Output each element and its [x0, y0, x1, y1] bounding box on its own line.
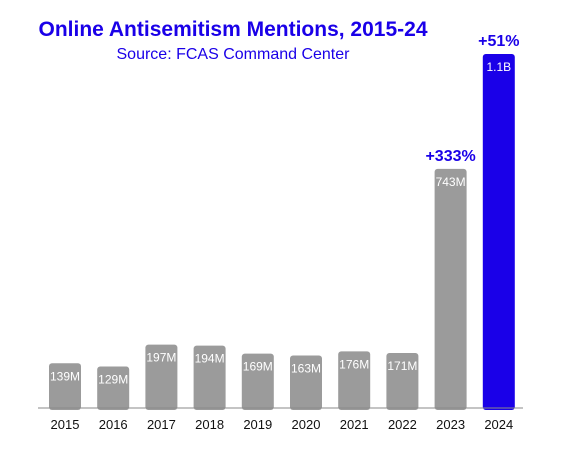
x-tick-label-2015: 2015 [51, 417, 80, 432]
bar-2022 [386, 352, 419, 410]
chart-title: Online Antisemitism Mentions, 2015-24 [38, 18, 428, 41]
value-label-2016: 129M [98, 372, 128, 386]
value-label-2015: 139M [50, 369, 80, 383]
annotation-2024: +51% [478, 33, 519, 50]
x-tick-label-2021: 2021 [340, 417, 369, 432]
value-label-2020: 163M [291, 362, 321, 376]
bar-2017 [145, 344, 178, 410]
bar-2020 [290, 355, 322, 410]
x-tick-label-2023: 2023 [436, 417, 465, 432]
bar-2023 [434, 168, 467, 410]
x-tick-label-2016: 2016 [99, 417, 128, 432]
value-label-2017: 197M [146, 351, 176, 365]
bar-2016 [97, 366, 130, 410]
x-tick-label-2017: 2017 [147, 417, 176, 432]
x-tick-label-2018: 2018 [195, 417, 224, 432]
value-label-2022: 171M [387, 359, 417, 373]
x-tick-label-2024: 2024 [484, 417, 513, 432]
value-label-2023: 743M [436, 175, 466, 189]
x-tick-label-2019: 2019 [243, 417, 272, 432]
value-label-2024: 1.1B [486, 60, 511, 74]
annotation-2023: +333% [425, 148, 475, 165]
x-tick-label-2022: 2022 [388, 417, 417, 432]
chart-subtitle: Source: FCAS Command Center [116, 46, 350, 63]
bar-2021 [338, 351, 371, 410]
bar-2018 [193, 345, 226, 410]
bar-2019 [241, 353, 274, 410]
bar-2024 [482, 54, 515, 410]
bar-2015 [49, 363, 81, 410]
value-label-2018: 194M [195, 352, 225, 366]
value-label-2019: 169M [243, 360, 273, 374]
value-label-2021: 176M [339, 357, 369, 371]
x-tick-label-2020: 2020 [292, 417, 321, 432]
